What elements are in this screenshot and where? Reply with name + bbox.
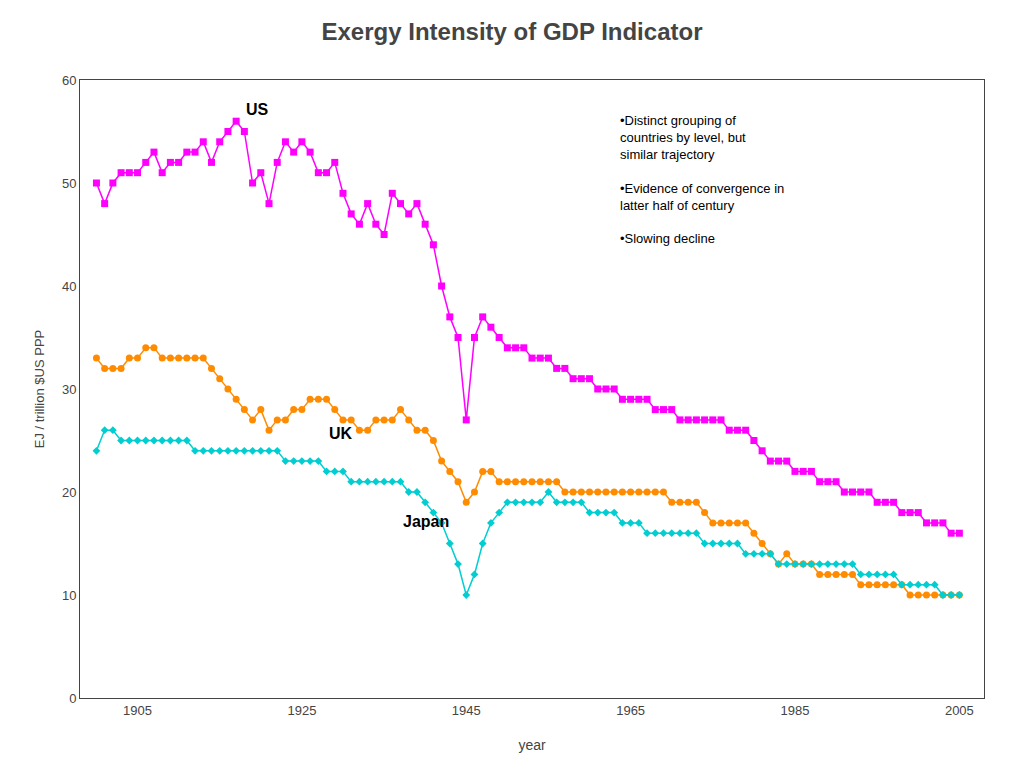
svg-text:year: year	[518, 737, 546, 753]
svg-text:40: 40	[62, 279, 76, 294]
svg-text:Japan: Japan	[403, 513, 449, 530]
svg-text:1965: 1965	[616, 703, 645, 718]
svg-text:10: 10	[62, 588, 76, 603]
svg-text:1905: 1905	[123, 703, 152, 718]
svg-text:•Distinct grouping ofcountries: •Distinct grouping ofcountries by level,…	[620, 113, 784, 246]
svg-text:1985: 1985	[781, 703, 810, 718]
svg-text:50: 50	[62, 176, 76, 191]
svg-text:US: US	[246, 101, 269, 118]
svg-text:2005: 2005	[945, 703, 974, 718]
svg-text:0: 0	[69, 691, 76, 706]
svg-text:20: 20	[62, 485, 76, 500]
svg-text:60: 60	[62, 73, 76, 88]
svg-text:Exergy Intensity of GDP Indica: Exergy Intensity of GDP Indicator	[322, 18, 703, 45]
svg-text:1925: 1925	[287, 703, 316, 718]
svg-text:UK: UK	[329, 425, 353, 442]
svg-text:30: 30	[62, 382, 76, 397]
svg-text:EJ / trillion $US PPP: EJ / trillion $US PPP	[32, 330, 47, 449]
svg-text:1945: 1945	[452, 703, 481, 718]
